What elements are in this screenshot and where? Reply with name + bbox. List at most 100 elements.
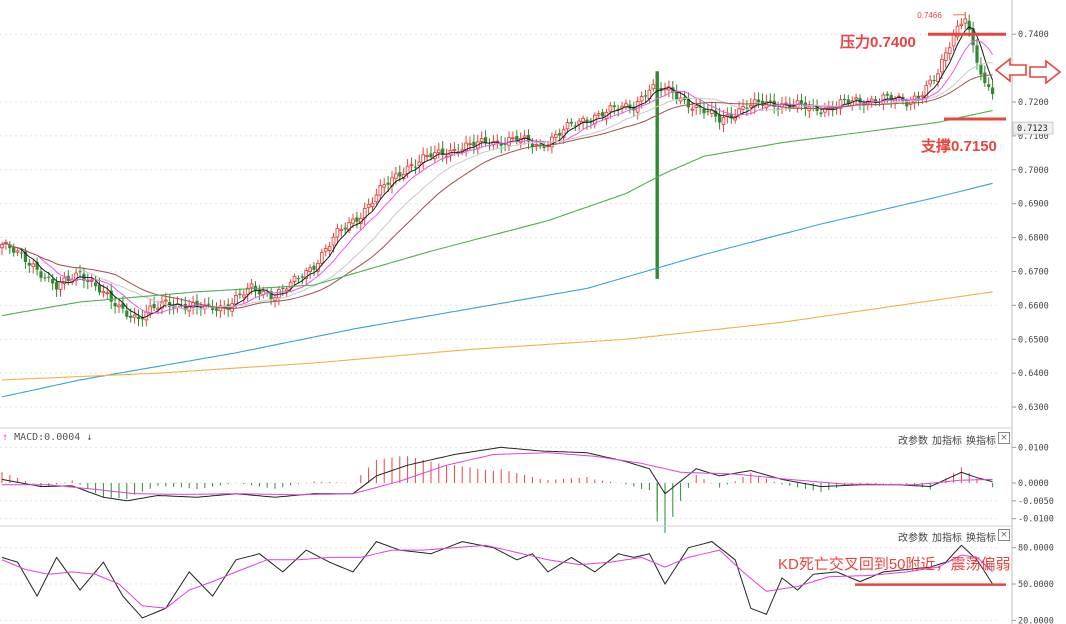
- ma5-line: [1, 26, 994, 319]
- candle-body-down: [195, 300, 199, 308]
- candle-body-up: [288, 281, 293, 289]
- candle-body-down: [140, 317, 144, 320]
- macd-value: MACD:0.0004: [14, 432, 81, 443]
- candle-body-up: [249, 283, 254, 288]
- candle-body-down: [643, 95, 648, 97]
- candle-body-up: [394, 173, 398, 179]
- candle-body-down: [456, 151, 460, 154]
- price-tick-label: 0.6300: [1018, 403, 1049, 413]
- kd-close-icon[interactable]: ×: [998, 529, 1010, 541]
- candle-body-up: [327, 246, 332, 251]
- price-tick-label: 0.6700: [1018, 267, 1049, 277]
- candle-body-up: [581, 118, 585, 123]
- macd-up-arrow: ↑: [2, 432, 9, 443]
- candle-body-up: [959, 23, 964, 27]
- kd-k-line: [1, 541, 994, 619]
- candle-body-down: [86, 280, 90, 282]
- macd-close-icon[interactable]: ×: [998, 432, 1010, 444]
- candle-body-up: [947, 47, 952, 54]
- macd-edit-params-button[interactable]: 改参数: [898, 436, 928, 447]
- candle-body-down: [846, 99, 850, 104]
- candle-body-up: [963, 18, 968, 24]
- macd-dea-line: [2, 452, 993, 496]
- candle-body-up: [436, 149, 441, 154]
- candle-body-down: [43, 277, 47, 279]
- candle-body-down: [355, 217, 359, 222]
- candle-body-down: [702, 108, 706, 114]
- macd-add-indicator-button[interactable]: 加指标: [932, 436, 962, 447]
- candle-body-down: [979, 64, 983, 75]
- candle-body-down: [799, 100, 804, 104]
- candle-body-up: [943, 52, 948, 61]
- candle-body-up: [308, 267, 312, 272]
- candle-body-up: [479, 138, 484, 143]
- candle-body-up: [62, 277, 67, 285]
- macd-down-arrow: ↓: [86, 432, 93, 443]
- candle-body-up: [58, 281, 63, 290]
- candle-body-down: [991, 87, 995, 95]
- candle-body-down: [129, 315, 133, 318]
- macd-panel: [1, 446, 994, 533]
- macd-tick-label: 0.0000: [1018, 479, 1049, 489]
- macd-switch-indicator-button[interactable]: 换指标: [966, 436, 996, 447]
- current-price-tag: [1012, 121, 1054, 135]
- candle-body-up: [319, 252, 324, 264]
- candle-body-up: [351, 218, 355, 224]
- candle-body-down: [916, 95, 921, 99]
- kd-edit-params-button[interactable]: 改参数: [898, 533, 928, 544]
- macd-tick-label: 0.0100: [1018, 443, 1049, 453]
- candle-body-down: [281, 287, 285, 289]
- candle-body-up: [721, 117, 726, 126]
- price-tick-label: 0.6800: [1018, 234, 1049, 244]
- candle-body-down: [538, 144, 542, 146]
- candle-body-down: [987, 84, 991, 88]
- candle-body-down: [109, 290, 113, 302]
- ma250-line: [1, 291, 993, 381]
- kd-panel: [1, 541, 994, 619]
- candle-body-down: [296, 278, 300, 280]
- candle-body-down: [27, 262, 31, 266]
- kd-add-indicator-button[interactable]: 加指标: [932, 533, 962, 544]
- candle-body-down: [675, 90, 679, 100]
- candle-body-down: [35, 261, 39, 270]
- candle-body-up: [89, 279, 94, 282]
- candle-body-up: [105, 292, 110, 295]
- candle-body-down: [971, 28, 975, 46]
- candle-body-down: [558, 132, 562, 136]
- ma10-line: [1, 39, 994, 314]
- candle-body-down: [8, 244, 12, 249]
- candle-body-down: [136, 316, 141, 319]
- candlestick-panel: 0.7466: [0, 11, 995, 398]
- kd-switch-indicator-button[interactable]: 换指标: [966, 533, 996, 544]
- candle-body-down: [616, 108, 620, 111]
- ma120-line: [1, 182, 993, 398]
- candle-body-up: [378, 185, 383, 196]
- candle-body-down: [55, 282, 59, 290]
- candle-body-down: [503, 143, 507, 145]
- candle-body-down: [413, 166, 417, 168]
- price-tick-label: 0.7400: [1018, 30, 1049, 40]
- candle-body-down: [12, 247, 16, 253]
- candle-body-down: [632, 106, 636, 111]
- candle-body-down: [47, 276, 51, 278]
- grid-lines: [0, 33, 1000, 621]
- candle-body-up: [284, 288, 289, 292]
- candle-body-down: [819, 112, 823, 115]
- kd-tick-label: 80.0000: [1018, 544, 1054, 554]
- candle-body-up: [347, 222, 351, 231]
- candle-body-down: [698, 105, 702, 108]
- candle-body-down: [768, 100, 772, 102]
- candle-body-down: [967, 20, 971, 30]
- price-tick-label: 0.6900: [1018, 200, 1049, 210]
- candle-body-down: [343, 227, 347, 230]
- support-label: 支撑0.7150: [921, 138, 997, 155]
- macd-dif-line: [1, 446, 993, 502]
- candle-body-down: [515, 135, 519, 141]
- candle-body-up: [370, 202, 375, 207]
- candle-body-down: [269, 291, 273, 300]
- candle-body-up: [838, 99, 843, 110]
- candle-body-down: [113, 303, 117, 307]
- candle-body-down: [121, 303, 125, 309]
- candle-body-down: [257, 289, 261, 295]
